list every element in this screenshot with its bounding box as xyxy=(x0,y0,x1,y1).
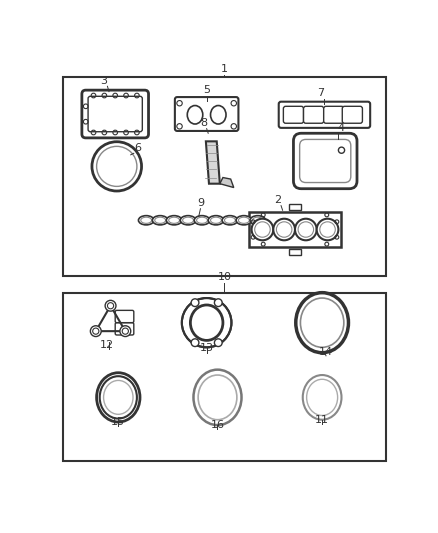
Text: 2: 2 xyxy=(274,195,282,205)
Circle shape xyxy=(276,222,292,237)
Circle shape xyxy=(273,219,295,240)
Bar xyxy=(289,204,301,210)
Circle shape xyxy=(317,219,339,240)
Circle shape xyxy=(191,339,199,346)
FancyBboxPatch shape xyxy=(324,106,344,123)
Ellipse shape xyxy=(141,217,152,223)
Text: 5: 5 xyxy=(203,85,210,95)
Bar xyxy=(249,212,341,247)
FancyBboxPatch shape xyxy=(304,106,324,123)
Ellipse shape xyxy=(211,217,221,223)
Ellipse shape xyxy=(191,305,223,341)
Ellipse shape xyxy=(155,217,166,223)
Ellipse shape xyxy=(152,216,168,225)
Ellipse shape xyxy=(250,216,265,225)
Circle shape xyxy=(120,326,131,336)
Text: 6: 6 xyxy=(134,142,141,152)
Text: 7: 7 xyxy=(317,88,324,98)
Text: 4: 4 xyxy=(338,123,345,133)
Ellipse shape xyxy=(169,217,180,223)
Ellipse shape xyxy=(236,216,251,225)
Polygon shape xyxy=(220,177,234,188)
Ellipse shape xyxy=(252,217,263,223)
Ellipse shape xyxy=(138,216,154,225)
Text: 14: 14 xyxy=(319,346,333,357)
Ellipse shape xyxy=(222,216,238,225)
Ellipse shape xyxy=(180,216,196,225)
Ellipse shape xyxy=(166,216,182,225)
Text: 1: 1 xyxy=(221,64,228,74)
Circle shape xyxy=(93,328,99,334)
Circle shape xyxy=(320,222,336,237)
Circle shape xyxy=(214,299,222,306)
Text: 15: 15 xyxy=(111,417,125,426)
FancyBboxPatch shape xyxy=(283,106,304,123)
Circle shape xyxy=(298,222,314,237)
Text: 16: 16 xyxy=(211,419,225,430)
FancyBboxPatch shape xyxy=(342,106,362,123)
Circle shape xyxy=(255,222,270,237)
Text: 9: 9 xyxy=(197,198,204,208)
Circle shape xyxy=(90,326,101,336)
Ellipse shape xyxy=(224,217,235,223)
Bar xyxy=(63,77,386,276)
Ellipse shape xyxy=(197,217,208,223)
Ellipse shape xyxy=(187,106,203,124)
Text: 10: 10 xyxy=(218,272,231,282)
Circle shape xyxy=(295,219,317,240)
Ellipse shape xyxy=(183,217,194,223)
Ellipse shape xyxy=(238,217,249,223)
Bar xyxy=(289,249,301,255)
Text: 11: 11 xyxy=(315,415,329,425)
Circle shape xyxy=(251,219,273,240)
Ellipse shape xyxy=(194,216,210,225)
Ellipse shape xyxy=(208,216,224,225)
Circle shape xyxy=(122,328,128,334)
Bar xyxy=(63,293,386,461)
Circle shape xyxy=(107,303,113,309)
Circle shape xyxy=(214,339,222,346)
Text: 12: 12 xyxy=(99,340,114,350)
Text: 13: 13 xyxy=(200,343,214,353)
Circle shape xyxy=(191,299,199,306)
Text: 3: 3 xyxy=(100,76,107,85)
Ellipse shape xyxy=(211,106,226,124)
Polygon shape xyxy=(206,141,220,184)
Text: 8: 8 xyxy=(200,118,207,128)
Circle shape xyxy=(105,301,116,311)
